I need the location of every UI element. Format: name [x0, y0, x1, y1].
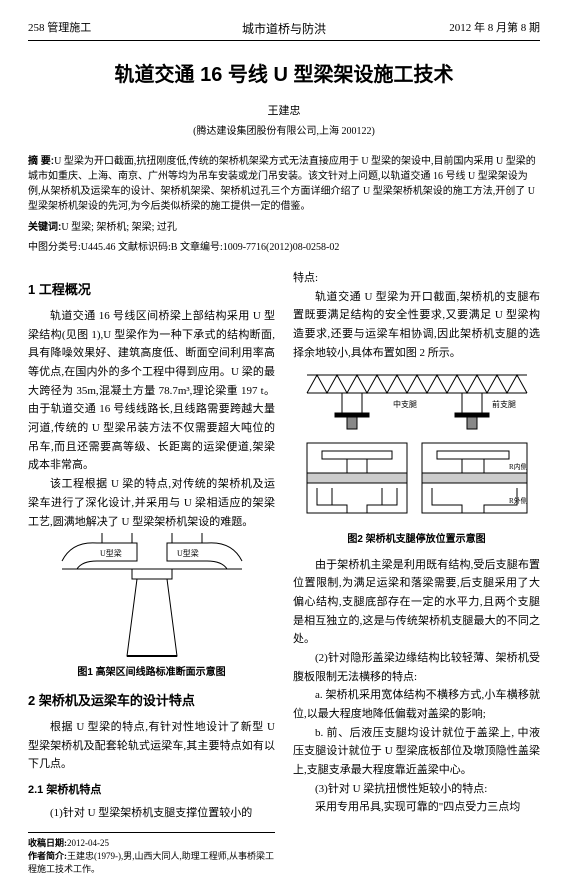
author-name: 王建忠: [28, 103, 540, 121]
fig2-label-rin: R内侧: [509, 462, 528, 471]
abstract: 摘 要:U 型梁为开口截面,抗扭刚度低,传统的架桥机架梁方式无法直接应用于 U …: [28, 154, 540, 214]
section-2-1-title: 2.1 架桥机特点: [28, 782, 275, 800]
fig1-label-right: U型梁: [177, 549, 199, 558]
col2-mid-5: (3)针对 U 梁抗扭惯性矩较小的特点:: [293, 780, 540, 799]
section-2-1-para-1: (1)针对 U 型梁架桥机支腿支撑位置较小的: [28, 804, 275, 823]
column-left: 1 工程概况 轨道交通 16 号线区间桥梁上部结构采用 U 型梁结构(见图 1)…: [28, 270, 275, 875]
figure-1-caption: 图1 高架区间线路标准断面示意图: [28, 665, 275, 681]
header-right: 2012 年 8 月第 8 期: [449, 20, 540, 38]
col2-mid-6: 采用专用吊具,实现可靠的"四点受力三点均: [293, 798, 540, 817]
footnote: 收稿日期:2012-04-25 作者简介:王建忠(1979-),男,山西大同人,…: [28, 832, 275, 875]
footnote-author-label: 作者简介:: [28, 851, 67, 861]
affiliation: (腾达建设集团股份有限公司,上海 200122): [28, 124, 540, 140]
keywords-label: 关键词:: [28, 222, 61, 233]
fig2-label-rout: R外侧: [509, 496, 528, 505]
keywords: 关键词:U 型梁; 架桥机; 架梁; 过孔: [28, 220, 540, 236]
figure-2-caption: 图2 架桥机支腿停放位置示意图: [293, 532, 540, 548]
col2-mid-1: 由于架桥机主梁是利用既有结构,受后支腿布置位置限制,为满足运梁和落梁需要,后支腿…: [293, 556, 540, 649]
keywords-text: U 型梁; 架桥机; 架梁; 过孔: [61, 222, 177, 233]
abstract-label: 摘 要:: [28, 156, 54, 167]
col2-top-1: 特点:: [293, 270, 540, 288]
col2-mid-3: a. 架桥机采用宽体结构不横移方式,小车横移就位,以最大程度地降低偏载对盖梁的影…: [293, 686, 540, 723]
section-1-para-2: 该工程根据 U 梁的特点,对传统的架桥机及运梁车进行了深化设计,并采用与 U 梁…: [28, 475, 275, 531]
clc-line: 中图分类号:U445.46 文献标识码:B 文章编号:1009-7716(201…: [28, 240, 540, 256]
paper-title: 轨道交通 16 号线 U 型梁架设施工技术: [28, 59, 540, 91]
page-header: 258 管理施工 城市道桥与防洪 2012 年 8 月第 8 期: [28, 20, 540, 41]
section-2-para-1: 根据 U 型梁的特点,有针对性地设计了新型 U 型梁架桥机及配套轮轨式运梁车,其…: [28, 718, 275, 774]
abstract-text: U 型梁为开口截面,抗扭刚度低,传统的架桥机架梁方式无法直接应用于 U 型梁的架…: [28, 156, 536, 212]
fig2-label-qian: 前支腿: [492, 399, 516, 409]
figure-1-svg: U型梁 U型梁: [42, 531, 262, 661]
col2-top-2: 轨道交通 U 型梁为开口截面,架桥机的支腿布置既要满足结构的安全性要求,又要满足…: [293, 288, 540, 363]
fig1-label-left: U型梁: [100, 549, 122, 558]
footnote-date-label: 收稿日期:: [28, 838, 67, 848]
column-right: 特点: 轨道交通 U 型梁为开口截面,架桥机的支腿布置既要满足结构的安全性要求,…: [293, 270, 540, 875]
section-2-title: 2 架桥机及运梁车的设计特点: [28, 691, 275, 712]
figure-2-svg: 中支腿 前支腿 R内侧 R外侧: [297, 363, 537, 528]
header-center: 城市道桥与防洪: [242, 20, 326, 39]
col2-mid-2: (2)针对隐形盖梁边缘结构比较轻薄、架桥机受腹板限制无法横移的特点:: [293, 649, 540, 686]
header-left: 258 管理施工: [28, 20, 91, 38]
section-1-title: 1 工程概况: [28, 280, 275, 301]
col2-mid-4: b. 前、后液压支腿均设计就位于盖梁上, 中液压支腿设计就位于 U 型梁底板部位…: [293, 724, 540, 780]
fig2-label-zhong: 中支腿: [393, 399, 417, 409]
section-1-para-1: 轨道交通 16 号线区间桥梁上部结构采用 U 型梁结构(见图 1),U 型梁作为…: [28, 307, 275, 475]
footnote-date: 2012-04-25: [67, 838, 109, 848]
body-columns: 1 工程概况 轨道交通 16 号线区间桥梁上部结构采用 U 型梁结构(见图 1)…: [28, 270, 540, 875]
